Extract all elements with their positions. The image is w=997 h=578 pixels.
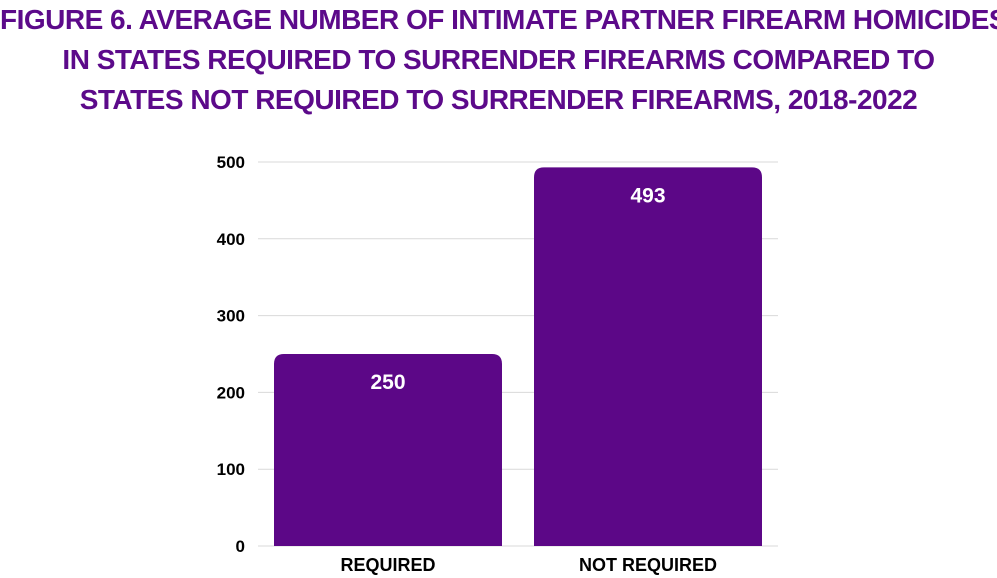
chart-title: FIGURE 6. AVERAGE NUMBER OF INTIMATE PAR… [0, 0, 997, 120]
y-tick-label: 300 [217, 307, 245, 326]
bar [274, 354, 502, 546]
x-category-label: NOT REQUIRED [579, 555, 717, 575]
bar-value-label: 250 [370, 371, 405, 394]
y-tick-label: 100 [217, 460, 245, 479]
y-tick-label: 0 [236, 537, 245, 556]
chart-title-line-2: IN STATES REQUIRED TO SURRENDER FIREARMS… [62, 44, 935, 75]
chart-title-line-1: FIGURE 6. AVERAGE NUMBER OF INTIMATE PAR… [0, 4, 997, 35]
bar [534, 167, 762, 546]
chart-title-line-3: STATES NOT REQUIRED TO SURRENDER FIREARM… [79, 84, 918, 115]
y-tick-label: 200 [217, 383, 245, 402]
x-category-label: REQUIRED [340, 555, 435, 575]
y-tick-label: 400 [217, 230, 245, 249]
bar-value-label: 493 [630, 184, 665, 207]
y-tick-label: 500 [217, 153, 245, 172]
